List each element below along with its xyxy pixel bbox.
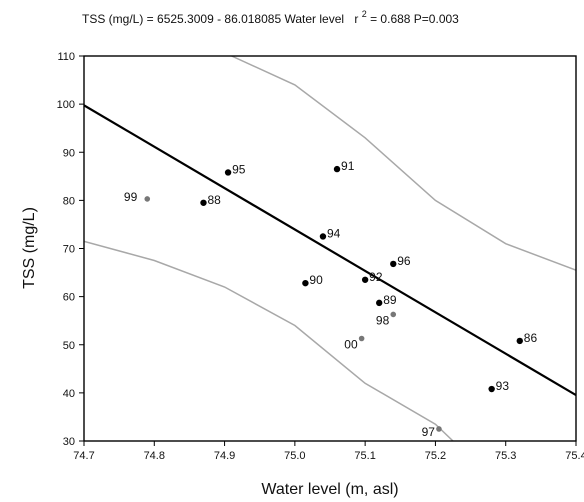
data-point-label: 97 [422, 425, 436, 439]
regression-line [84, 104, 576, 397]
data-point-label: 96 [397, 254, 411, 268]
data-point-label: 99 [124, 190, 138, 204]
data-point [390, 311, 397, 318]
data-points: 86 88 89 90 91 92 93 94 95 96 97 98 99 00 [124, 159, 538, 439]
y-axis: 30 40 50 60 70 80 90 100 110 [57, 51, 84, 448]
y-tick-label: 100 [57, 99, 75, 111]
chart-title-r-exponent: 2 [362, 9, 367, 19]
data-point [376, 299, 383, 307]
data-point-label: 98 [376, 313, 390, 327]
data-point-label: 95 [232, 162, 246, 176]
chart-title-equation: TSS (mg/L) = 6525.3009 - 86.018085 Water… [82, 12, 344, 26]
data-point [302, 279, 309, 287]
chart-title-r-value: = 0.688 P=0.003 [370, 12, 459, 26]
data-point-label: 86 [524, 331, 538, 345]
x-axis: 74.7 74.8 74.9 75.0 75.1 75.2 75.3 75.4 [73, 441, 584, 462]
data-point-label: 93 [496, 379, 510, 393]
y-tick-label: 40 [63, 388, 75, 400]
data-point-label: 00 [344, 337, 358, 351]
data-point [358, 335, 365, 342]
x-tick-label: 74.9 [214, 450, 235, 462]
confidence-band [84, 56, 576, 441]
data-point [224, 169, 232, 176]
plot-area: 86 88 89 90 91 92 93 94 95 96 97 98 99 00 [83, 55, 577, 442]
y-tick-label: 80 [63, 195, 75, 207]
y-tick-label: 90 [63, 147, 75, 159]
x-axis-label: Water level (m, asl) [261, 481, 398, 498]
y-tick-label: 30 [63, 436, 75, 448]
data-point [361, 276, 369, 283]
data-point [319, 233, 327, 240]
data-point-label: 89 [383, 293, 397, 307]
x-tick-label: 74.7 [73, 450, 94, 462]
data-point [516, 337, 523, 345]
x-tick-label: 75.1 [354, 450, 375, 462]
data-point [333, 165, 341, 173]
y-tick-label: 50 [63, 340, 75, 352]
x-tick-label: 75.3 [495, 450, 516, 462]
data-point [488, 385, 495, 393]
x-tick-label: 75.4 [565, 450, 584, 462]
chart-title: TSS (mg/L) = 6525.3009 - 86.018085 Water… [82, 6, 459, 26]
data-point-label: 88 [207, 193, 221, 207]
data-point [436, 426, 442, 432]
x-tick-label: 75.0 [284, 450, 305, 462]
data-point-label: 90 [309, 273, 323, 287]
x-tick-label: 74.8 [144, 450, 165, 462]
y-tick-label: 110 [57, 51, 75, 63]
data-point [390, 260, 397, 268]
data-point [200, 199, 207, 206]
x-tick-label: 75.2 [425, 450, 446, 462]
regression-line-group [84, 104, 576, 397]
confidence-band-lower [84, 240, 454, 441]
data-point-label: 94 [327, 226, 341, 240]
y-axis-label: TSS (mg/L) [21, 207, 38, 289]
chart-title-r-symbol: r [354, 12, 358, 26]
data-point-label: 91 [341, 159, 355, 173]
confidence-band-upper [231, 56, 576, 271]
data-point-label: 92 [369, 270, 383, 284]
y-tick-label: 70 [63, 244, 75, 256]
data-point [144, 196, 151, 202]
y-tick-label: 60 [63, 292, 75, 304]
